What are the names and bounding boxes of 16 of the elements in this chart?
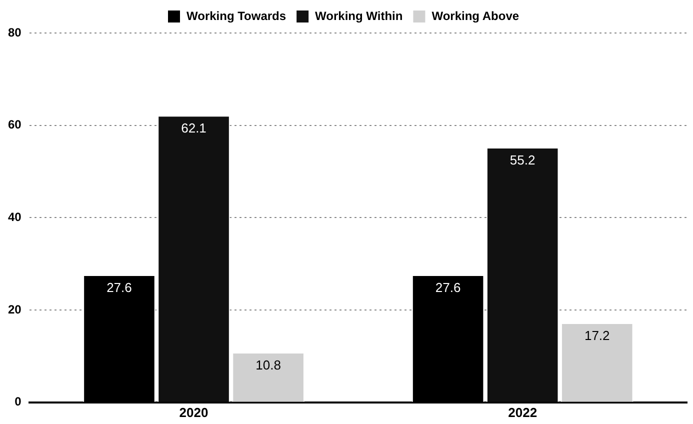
y-tick-label: 20 <box>8 302 22 316</box>
x-tick-label: 2020 <box>179 404 208 420</box>
data-label: 17.2 <box>584 328 610 344</box>
y-tick-label: 80 <box>8 25 22 40</box>
data-label: 27.6 <box>106 280 132 296</box>
data-label: 27.6 <box>435 280 461 296</box>
legend-label: Working Towards <box>186 8 286 23</box>
legend-label: Working Above <box>432 8 520 23</box>
y-tick-label: 0 <box>14 394 22 409</box>
legend-label: Working Within <box>315 8 403 23</box>
y-tick-label: 60 <box>8 118 22 132</box>
y-tick-label: 40 <box>8 210 22 224</box>
x-tick-label: 2022 <box>508 404 538 420</box>
data-label: 62.1 <box>181 120 206 136</box>
data-label: 10.8 <box>256 358 281 373</box>
data-label: 55.2 <box>510 152 536 168</box>
